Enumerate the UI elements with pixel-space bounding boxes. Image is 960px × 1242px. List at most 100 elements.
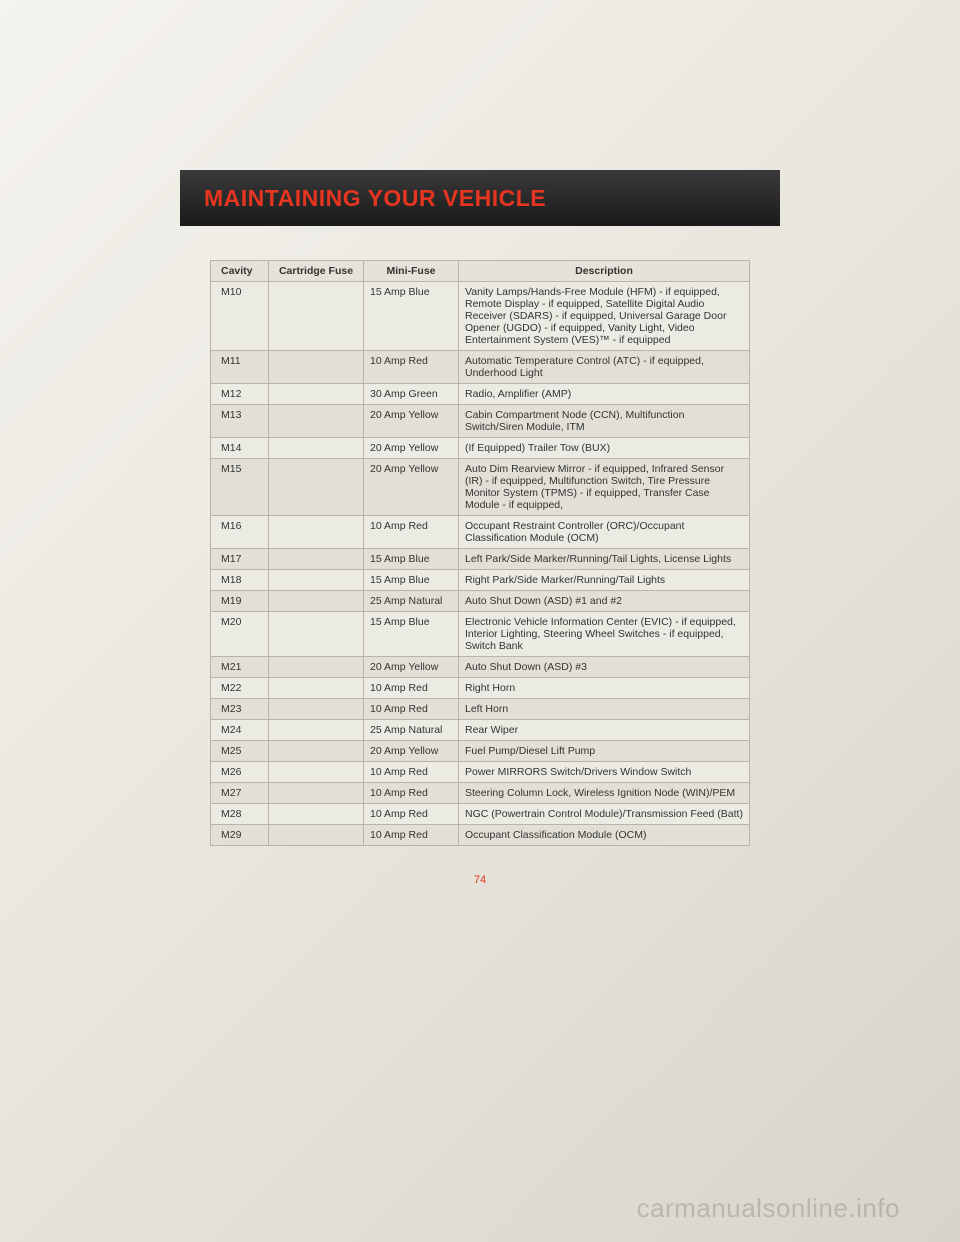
table-row: M18 15 Amp BlueRight Park/Side Marker/Run…: [211, 570, 750, 591]
table-cell: 20 Amp Yellow: [364, 741, 459, 762]
table-cell: 20 Amp Yellow: [364, 459, 459, 516]
table-row: M25 20 Amp YellowFuel Pump/Diesel Lift Pu…: [211, 741, 750, 762]
table-row: M22 10 Amp RedRight Horn: [211, 678, 750, 699]
table-cell: [269, 516, 364, 549]
col-header-cartridge: Cartridge Fuse: [269, 261, 364, 282]
table-cell: 10 Amp Red: [364, 516, 459, 549]
table-row: M12 30 Amp GreenRadio, Amplifier (AMP): [211, 384, 750, 405]
table-cell: M29: [211, 825, 269, 846]
table-cell: M13: [211, 405, 269, 438]
table-cell: [269, 405, 364, 438]
table-cell: 20 Amp Yellow: [364, 405, 459, 438]
table-row: M2425 Amp NaturalRear Wiper: [211, 720, 750, 741]
table-cell: M12: [211, 384, 269, 405]
table-row: M21 20 Amp YellowAuto Shut Down (ASD) #3: [211, 657, 750, 678]
table-cell: [269, 549, 364, 570]
table-row: M1420 Amp Yellow(If Equipped) Trailer To…: [211, 438, 750, 459]
table-cell: M25: [211, 741, 269, 762]
table-cell: 25 Amp Natural: [364, 591, 459, 612]
table-cell: M17: [211, 549, 269, 570]
table-cell: M26: [211, 762, 269, 783]
table-row: M2610 Amp RedPower MIRRORS Switch/Driver…: [211, 762, 750, 783]
table-row: M2910 Amp RedOccupant Classification Mod…: [211, 825, 750, 846]
table-cell: Auto Shut Down (ASD) #1 and #2: [459, 591, 750, 612]
page-number: 74: [180, 874, 780, 886]
table-cell: Right Horn: [459, 678, 750, 699]
table-cell: M10: [211, 282, 269, 351]
table-cell: Left Horn: [459, 699, 750, 720]
table-cell: [269, 591, 364, 612]
table-cell: M19: [211, 591, 269, 612]
table-cell: M27: [211, 783, 269, 804]
table-cell: [269, 804, 364, 825]
table-cell: Automatic Temperature Control (ATC) - if…: [459, 351, 750, 384]
table-cell: M14: [211, 438, 269, 459]
table-cell: M15: [211, 459, 269, 516]
table-cell: [269, 612, 364, 657]
table-header-row: Cavity Cartridge Fuse Mini-Fuse Descript…: [211, 261, 750, 282]
table-row: M23 10 Amp RedLeft Horn: [211, 699, 750, 720]
table-cell: Vanity Lamps/Hands-Free Module (HFM) - i…: [459, 282, 750, 351]
table-cell: Right Park/Side Marker/Running/Tail Ligh…: [459, 570, 750, 591]
table-cell: Auto Shut Down (ASD) #3: [459, 657, 750, 678]
table-cell: M16: [211, 516, 269, 549]
section-header-title: MAINTAINING YOUR VEHICLE: [204, 185, 546, 212]
table-cell: M24: [211, 720, 269, 741]
table-cell: 15 Amp Blue: [364, 570, 459, 591]
table-cell: [269, 762, 364, 783]
table-cell: M20: [211, 612, 269, 657]
table-cell: M11: [211, 351, 269, 384]
table-cell: [269, 570, 364, 591]
table-row: M17 15 Amp BlueLeft Park/Side Marker/Runn…: [211, 549, 750, 570]
fuse-table: Cavity Cartridge Fuse Mini-Fuse Descript…: [210, 260, 750, 846]
table-cell: Radio, Amplifier (AMP): [459, 384, 750, 405]
table-cell: Auto Dim Rearview Mirror - if equipped, …: [459, 459, 750, 516]
table-cell: Left Park/Side Marker/Running/Tail Light…: [459, 549, 750, 570]
table-cell: 15 Amp Blue: [364, 549, 459, 570]
table-cell: 10 Amp Red: [364, 783, 459, 804]
table-cell: 15 Amp Blue: [364, 612, 459, 657]
table-row: M27 10 Amp RedSteering Column Lock, Wirel…: [211, 783, 750, 804]
table-row: M16 10 Amp RedOccupant Restraint Controll…: [211, 516, 750, 549]
table-cell: M22: [211, 678, 269, 699]
table-cell: 20 Amp Yellow: [364, 438, 459, 459]
table-cell: [269, 351, 364, 384]
fuse-table-body: M1015 Amp BlueVanity Lamps/Hands-Free Mo…: [211, 282, 750, 846]
table-cell: [269, 741, 364, 762]
table-row: M13 20 Amp YellowCabin Compartment Node (…: [211, 405, 750, 438]
col-header-minifuse: Mini-Fuse: [364, 261, 459, 282]
table-cell: 20 Amp Yellow: [364, 657, 459, 678]
table-row: M20 15 Amp BlueElectronic Vehicle Informa…: [211, 612, 750, 657]
table-cell: M23: [211, 699, 269, 720]
page-container: Cavity Cartridge Fuse Mini-Fuse Descript…: [180, 0, 780, 886]
col-header-description: Description: [459, 261, 750, 282]
table-cell: 10 Amp Red: [364, 825, 459, 846]
table-row: M15 20 Amp YellowAuto Dim Rearview Mirror…: [211, 459, 750, 516]
table-cell: [269, 459, 364, 516]
table-cell: Electronic Vehicle Information Center (E…: [459, 612, 750, 657]
table-cell: Fuel Pump/Diesel Lift Pump: [459, 741, 750, 762]
table-cell: 10 Amp Red: [364, 351, 459, 384]
table-cell: Power MIRRORS Switch/Drivers Window Swit…: [459, 762, 750, 783]
table-cell: Occupant Restraint Controller (ORC)/Occu…: [459, 516, 750, 549]
table-cell: Cabin Compartment Node (CCN), Multifunct…: [459, 405, 750, 438]
table-cell: NGC (Powertrain Control Module)/Transmis…: [459, 804, 750, 825]
table-cell: M18: [211, 570, 269, 591]
table-cell: [269, 783, 364, 804]
table-cell: [269, 678, 364, 699]
table-cell: [269, 438, 364, 459]
table-cell: Steering Column Lock, Wireless Ignition …: [459, 783, 750, 804]
table-row: M10 15 Amp BlueVanity Lamps/Hands-Free Mo…: [211, 282, 750, 351]
table-cell: 10 Amp Red: [364, 678, 459, 699]
watermark-text: carmanualsonline.info: [637, 1193, 900, 1224]
table-cell: 15 Amp Blue: [364, 282, 459, 351]
table-row: M28 10 Amp RedNGC (Powertrain Control Mod…: [211, 804, 750, 825]
table-cell: 10 Amp Red: [364, 699, 459, 720]
table-cell: 10 Amp Red: [364, 804, 459, 825]
table-cell: 30 Amp Green: [364, 384, 459, 405]
table-row: M19 25 Amp NaturalAuto Shut Down (ASD) #1…: [211, 591, 750, 612]
table-cell: M21: [211, 657, 269, 678]
table-cell: M28: [211, 804, 269, 825]
table-row: M11 10 Amp RedAutomatic Temperature Contr…: [211, 351, 750, 384]
table-cell: [269, 282, 364, 351]
